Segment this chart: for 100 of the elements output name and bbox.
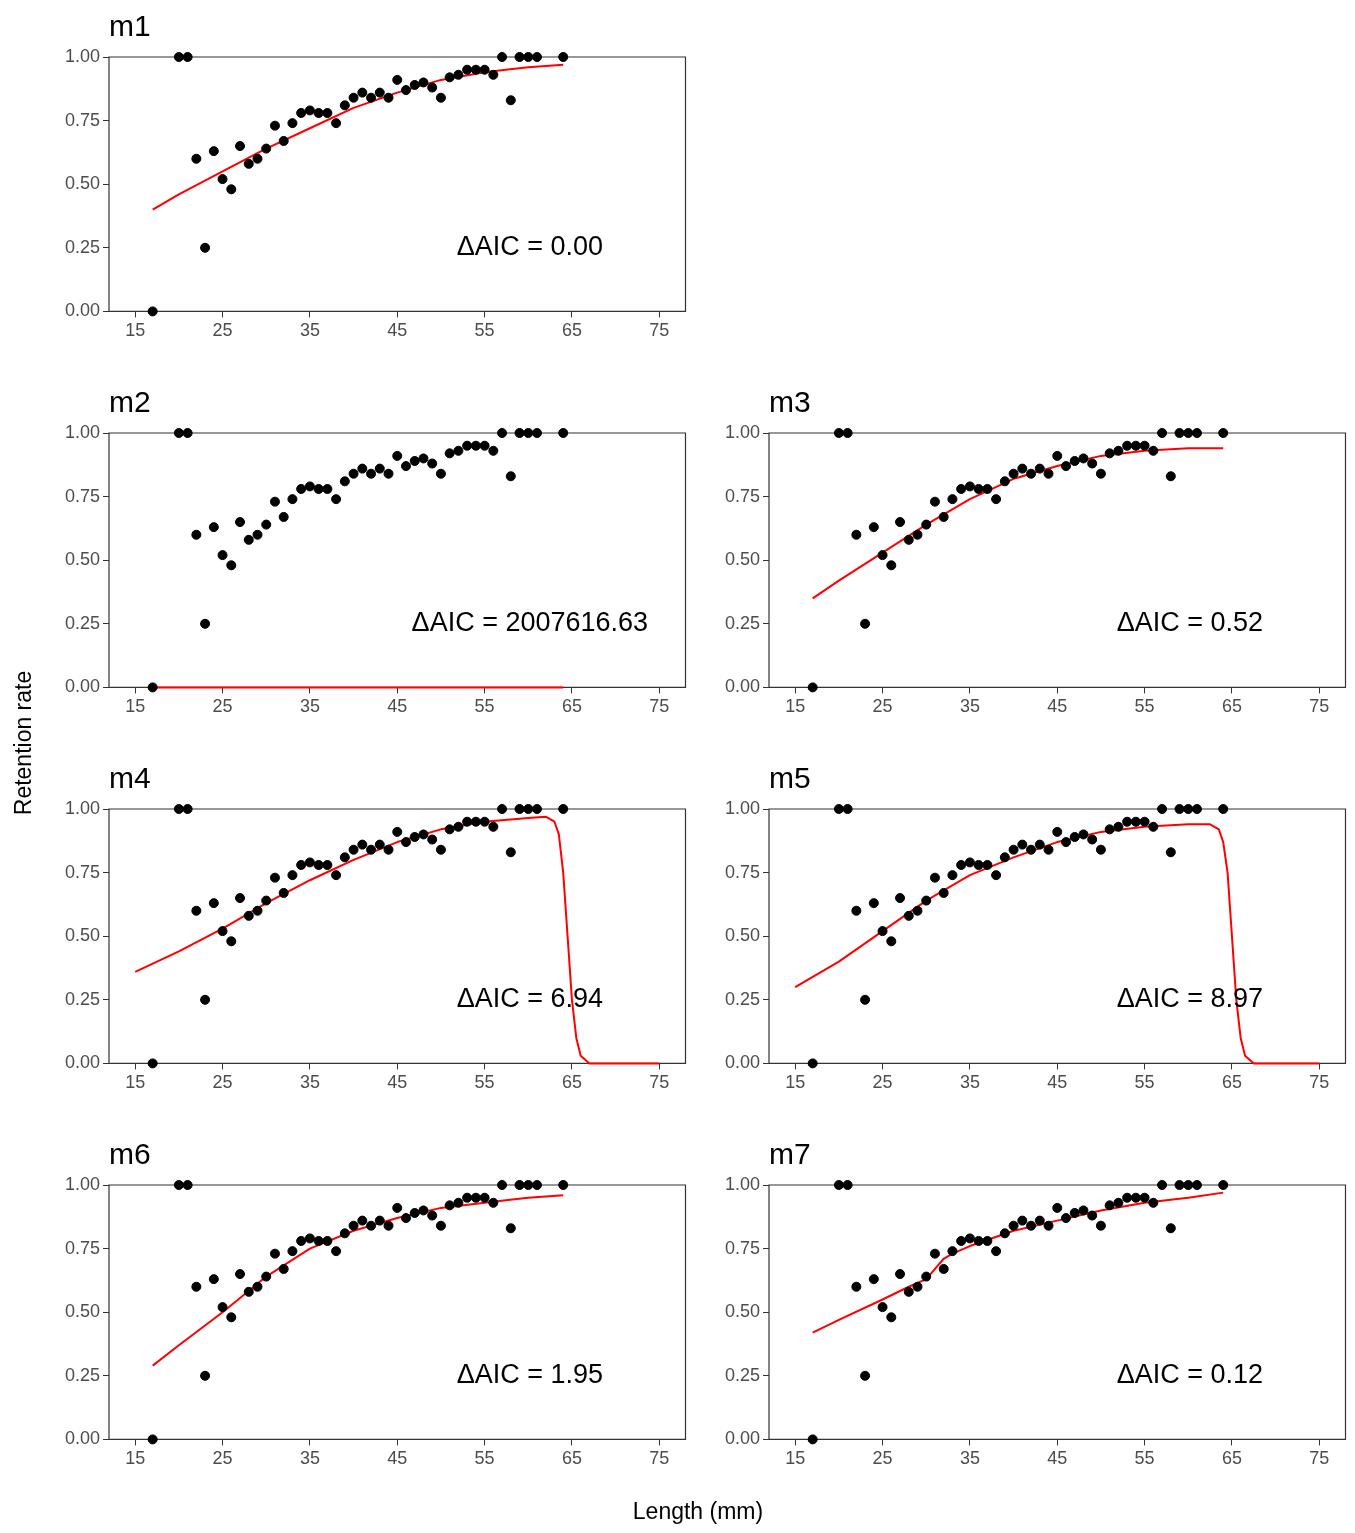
- point: [1087, 458, 1098, 469]
- point: [807, 1058, 818, 1069]
- y-tick-label: 0.50: [724, 549, 760, 570]
- y-tick-label: 1.00: [724, 1173, 760, 1194]
- point: [191, 905, 202, 916]
- point: [261, 519, 272, 530]
- point: [1183, 804, 1194, 814]
- y-tick-label: 0.25: [64, 988, 100, 1009]
- x-tick-label: 35: [959, 1448, 980, 1469]
- point: [366, 92, 377, 103]
- point: [982, 483, 993, 494]
- y-tick-label: 1.00: [64, 797, 100, 818]
- point: [374, 463, 385, 474]
- point: [339, 100, 350, 111]
- y-tick-label: 0.75: [64, 485, 100, 506]
- point: [313, 859, 324, 870]
- point: [147, 306, 158, 317]
- point: [886, 936, 897, 947]
- point: [453, 1197, 464, 1208]
- point: [366, 1220, 377, 1231]
- point: [1034, 463, 1045, 474]
- x-tick-label: 45: [387, 696, 408, 717]
- point: [235, 893, 246, 904]
- point: [1122, 440, 1133, 451]
- x-tick-label: 55: [474, 696, 495, 717]
- point: [182, 1180, 193, 1190]
- chart-title: m5: [769, 761, 811, 795]
- point: [173, 52, 184, 62]
- point: [147, 682, 158, 693]
- point: [374, 839, 385, 850]
- point: [868, 898, 879, 909]
- point: [1130, 1192, 1141, 1203]
- point: [947, 870, 958, 881]
- point: [842, 1180, 853, 1190]
- y-tick-label: 1.00: [724, 421, 760, 442]
- point: [1043, 468, 1054, 479]
- point: [191, 1281, 202, 1292]
- point: [226, 936, 237, 947]
- x-tick-label: 55: [474, 1448, 495, 1469]
- point: [366, 468, 377, 479]
- x-axis-title: Length (mm): [631, 1498, 765, 1525]
- point: [1078, 453, 1089, 464]
- point: [261, 895, 272, 906]
- x-tick-label: 15: [125, 1448, 146, 1469]
- point: [1017, 463, 1028, 474]
- x-tick-label: 75: [649, 1448, 670, 1469]
- point: [1130, 816, 1141, 827]
- point: [173, 804, 184, 814]
- point: [322, 859, 333, 870]
- point: [1087, 834, 1098, 845]
- point: [514, 52, 525, 62]
- x-tick-label: 25: [872, 696, 893, 717]
- y-tick-label: 0.50: [64, 173, 100, 194]
- x-tick-label: 15: [785, 1072, 806, 1093]
- point: [532, 1180, 543, 1190]
- point: [488, 821, 499, 832]
- point: [479, 816, 490, 827]
- point: [409, 831, 420, 842]
- annotation: ΔAIC = 1.95: [456, 1359, 604, 1390]
- point: [296, 1235, 307, 1246]
- point: [409, 455, 420, 466]
- point: [532, 804, 543, 814]
- point: [374, 87, 385, 98]
- point: [208, 522, 219, 533]
- point: [488, 1197, 499, 1208]
- point: [1139, 816, 1150, 827]
- x-tick-label: 65: [1221, 696, 1242, 717]
- x-tick-label: 25: [212, 320, 233, 341]
- x-tick-label: 15: [125, 696, 146, 717]
- point: [191, 529, 202, 540]
- point: [532, 428, 543, 438]
- point: [479, 1192, 490, 1203]
- point: [1139, 1192, 1150, 1203]
- point: [991, 870, 1002, 881]
- point: [331, 870, 342, 881]
- annotation: ΔAIC = 0.12: [1116, 1359, 1264, 1390]
- point: [1174, 804, 1185, 814]
- point: [1069, 455, 1080, 466]
- point: [269, 496, 280, 507]
- point: [435, 844, 446, 855]
- point: [497, 804, 508, 814]
- point: [470, 816, 481, 827]
- point: [235, 517, 246, 528]
- point: [400, 1213, 411, 1224]
- point: [252, 529, 263, 540]
- chart-title: m3: [769, 385, 811, 419]
- x-tick-label: 75: [649, 320, 670, 341]
- point: [558, 804, 569, 814]
- point: [1104, 824, 1115, 835]
- y-tick-label: 0.75: [724, 485, 760, 506]
- point: [1043, 844, 1054, 855]
- point: [304, 1233, 315, 1244]
- x-tick-label: 35: [959, 1072, 980, 1093]
- y-axis-title: Retention rate: [9, 670, 37, 816]
- point: [339, 1228, 350, 1239]
- point: [252, 153, 263, 164]
- point: [523, 1180, 534, 1190]
- x-tick-label: 25: [212, 1072, 233, 1093]
- point: [462, 1192, 473, 1203]
- point: [514, 428, 525, 438]
